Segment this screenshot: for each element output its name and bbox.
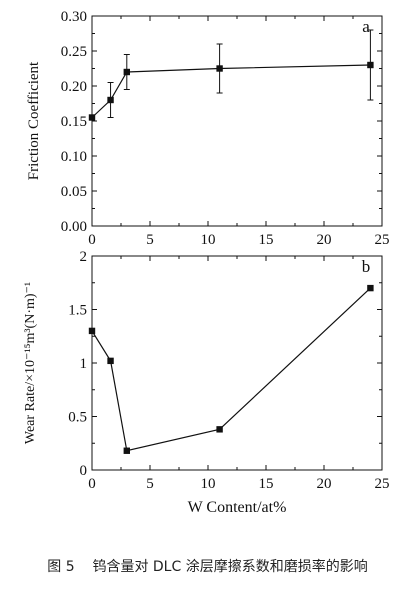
panel-b-x-tick-label: 25 xyxy=(375,476,390,492)
panel-a-y-tick-label: 0.30 xyxy=(61,9,87,25)
panel-a-x-tick-label: 10 xyxy=(201,232,216,248)
panel-b-y-axis-label: Wear Rate/×10⁻¹⁵m³(N·m)⁻¹ xyxy=(23,282,38,444)
panel-b-x-tick-label: 20 xyxy=(317,476,332,492)
panel-a-y-tick-label: 0.05 xyxy=(61,184,87,200)
panel-b-x-tick-label: 0 xyxy=(88,476,96,492)
panel-a-y-tick-label: 0.15 xyxy=(61,114,87,130)
panel-b-x-axis-label: W Content/at% xyxy=(188,499,287,516)
panel-b-x-tick-label: 15 xyxy=(259,476,274,492)
panel-a-y-tick-label: 0.00 xyxy=(61,219,87,235)
panel-a-data-point xyxy=(107,96,114,104)
panel-a-y-axis-label: Friction Coefficient xyxy=(26,61,42,180)
panel-a-x-tick-label: 25 xyxy=(375,232,390,248)
panel-a-plot-frame xyxy=(91,15,383,227)
caption-label: 图 5 xyxy=(47,559,75,575)
panel-b-x-tick-label: 10 xyxy=(201,476,216,492)
panel-a-data-point xyxy=(88,114,96,121)
panel-a-data-point xyxy=(216,65,223,72)
panel-b-x-tick-label: 5 xyxy=(146,476,154,492)
panel-b-plot-frame xyxy=(91,255,383,471)
panel-a-data-point xyxy=(367,61,374,69)
panel-b-data-point xyxy=(107,357,114,365)
panel-b-y-tick-label: 0 xyxy=(80,463,88,479)
panel-b-data-point xyxy=(216,426,223,433)
panel-a-panel-label: a xyxy=(362,17,370,36)
figure-caption: 图 5 钨含量对 DLC 涂层摩擦系数和磨损率的影响 xyxy=(0,556,415,576)
panel-a-x-tick-label: 15 xyxy=(259,232,274,248)
panel-b-y-tick-label: 0.5 xyxy=(68,410,87,426)
panel-b-panel-label: b xyxy=(362,257,371,276)
caption-text: 钨含量对 DLC 涂层摩擦系数和磨损率的影响 xyxy=(92,559,368,575)
panel-b-y-tick-label: 2 xyxy=(80,249,88,265)
panel-b-y-tick-label: 1.5 xyxy=(68,303,87,319)
panel-b-data-point xyxy=(123,447,130,454)
panel-a-y-tick-label: 0.10 xyxy=(61,149,87,165)
panel-a-x-tick-label: 20 xyxy=(317,232,332,248)
panel-b-data-point xyxy=(367,284,374,292)
panel-a-x-tick-label: 5 xyxy=(146,232,154,248)
panel-a-series-line xyxy=(91,64,371,118)
panel-a-data-point xyxy=(123,68,130,76)
panel-b-series-line xyxy=(91,287,371,452)
panel-a-y-tick-label: 0.25 xyxy=(61,44,87,60)
panel-b-data-point xyxy=(88,327,96,335)
panel-a-y-tick-label: 0.20 xyxy=(61,79,87,95)
panel-b-y-tick-label: 1 xyxy=(80,356,88,372)
panel-a-x-tick-label: 0 xyxy=(88,232,96,248)
